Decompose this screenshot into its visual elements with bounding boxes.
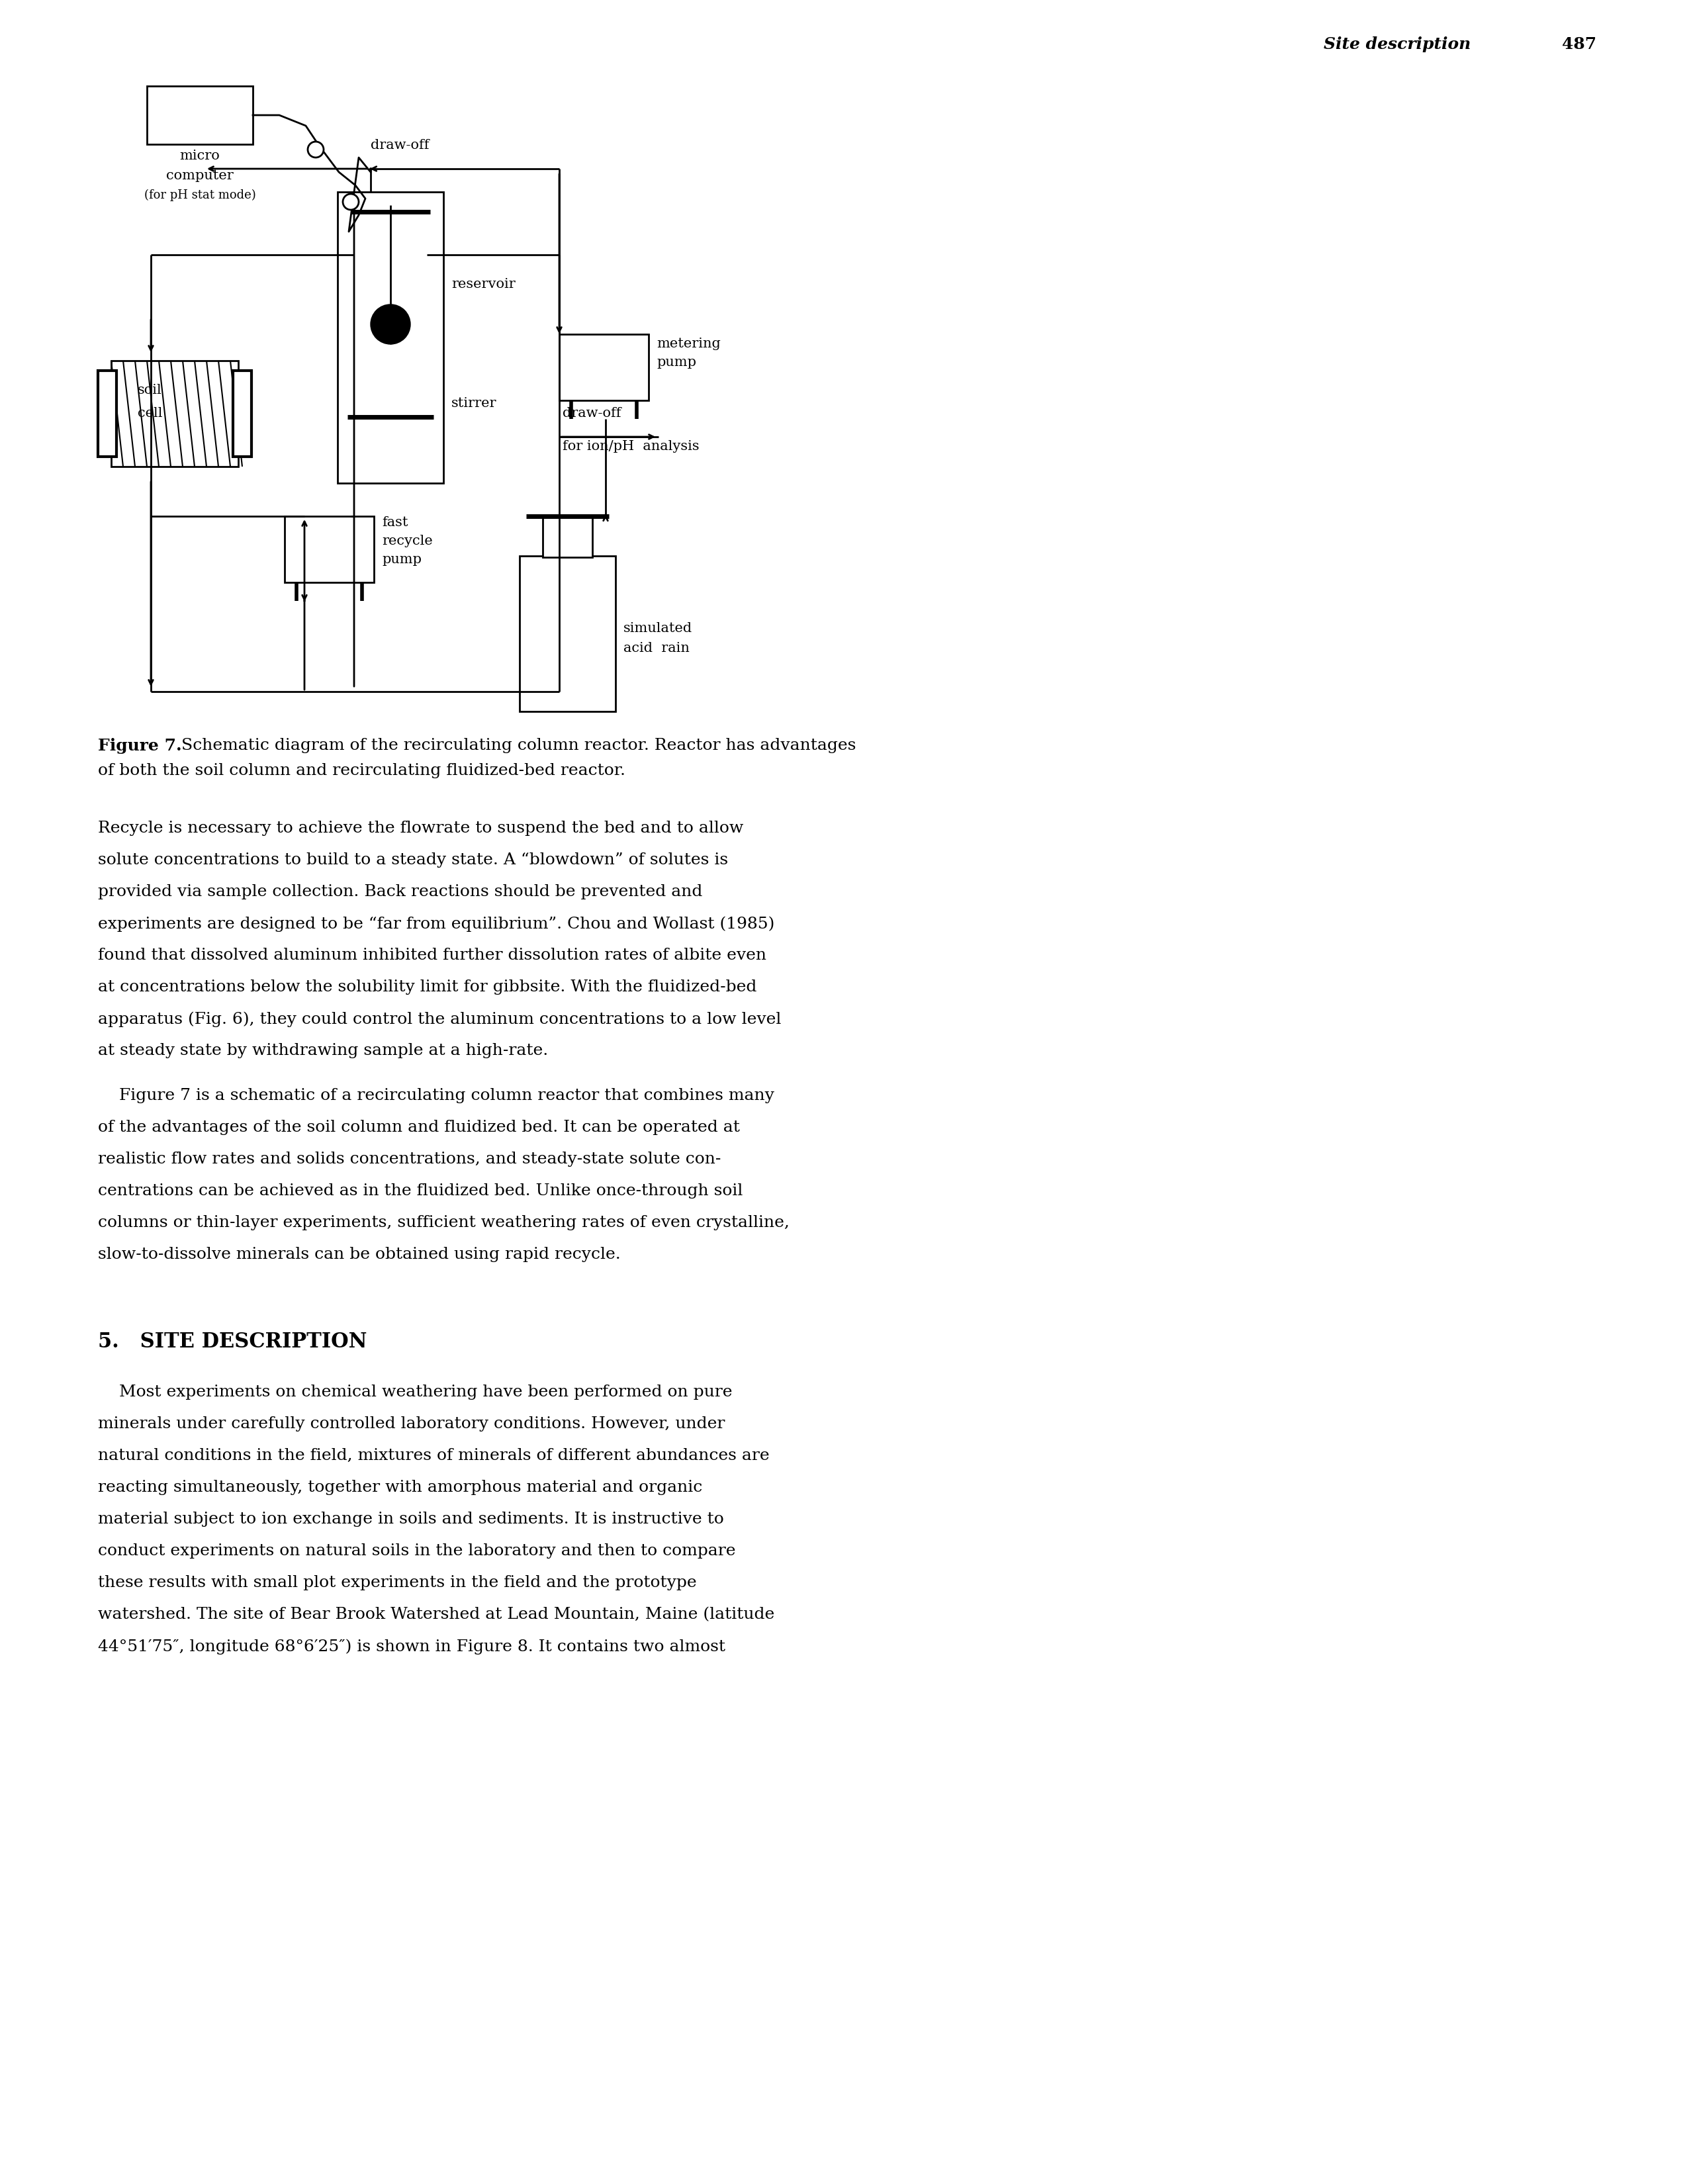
Text: material subject to ion exchange in soils and sediments. It is instructive to: material subject to ion exchange in soil…	[98, 1511, 725, 1527]
Text: Most experiments on chemical weathering have been performed on pure: Most experiments on chemical weathering …	[98, 1385, 733, 1400]
Text: slow-to-dissolve minerals can be obtained using rapid recycle.: slow-to-dissolve minerals can be obtaine…	[98, 1247, 620, 1262]
Circle shape	[307, 142, 324, 157]
Bar	[98, 371, 117, 456]
Text: (for pH stat mode): (for pH stat mode)	[144, 190, 255, 201]
Text: watershed. The site of Bear Brook Watershed at Lead Mountain, Maine (latitude: watershed. The site of Bear Brook Waters…	[98, 1607, 775, 1623]
Text: 5.   SITE DESCRIPTION: 5. SITE DESCRIPTION	[98, 1332, 367, 1352]
Bar	[147, 85, 253, 144]
Text: computer: computer	[166, 170, 233, 181]
Text: minerals under carefully controlled laboratory conditions. However, under: minerals under carefully controlled labo…	[98, 1415, 725, 1431]
Text: 44°51′75″, longitude 68°6′25″) is shown in Figure 8. It contains two almost: 44°51′75″, longitude 68°6′25″) is shown …	[98, 1638, 725, 1653]
Text: acid  rain: acid rain	[623, 642, 689, 655]
Text: these results with small plot experiments in the field and the prototype: these results with small plot experiment…	[98, 1575, 696, 1590]
Text: reacting simultaneously, together with amorphous material and organic: reacting simultaneously, together with a…	[98, 1481, 703, 1496]
Bar	[559, 334, 649, 400]
Text: columns or thin-layer experiments, sufficient weathering rates of even crystalli: columns or thin-layer experiments, suffi…	[98, 1214, 789, 1230]
Bar	[520, 557, 615, 712]
Text: experiments are designed to be “far from equilibrium”. Chou and Wollast (1985): experiments are designed to be “far from…	[98, 915, 775, 933]
Circle shape	[370, 304, 410, 345]
Text: pump: pump	[657, 356, 696, 369]
Text: apparatus (Fig. 6), they could control the aluminum concentrations to a low leve: apparatus (Fig. 6), they could control t…	[98, 1011, 782, 1026]
Circle shape	[343, 194, 358, 210]
Text: conduct experiments on natural soils in the laboratory and then to compare: conduct experiments on natural soils in …	[98, 1544, 736, 1559]
Text: reservoir: reservoir	[451, 277, 515, 290]
Text: centrations can be achieved as in the fluidized bed. Unlike once-through soil: centrations can be achieved as in the fl…	[98, 1184, 743, 1199]
Text: natural conditions in the field, mixtures of minerals of different abundances ar: natural conditions in the field, mixture…	[98, 1448, 770, 1463]
Text: stirrer: stirrer	[451, 397, 497, 411]
Bar	[111, 360, 238, 467]
Bar	[542, 515, 593, 557]
Text: Figure 7 is a schematic of a recirculating column reactor that combines many: Figure 7 is a schematic of a recirculati…	[98, 1088, 774, 1103]
Text: at concentrations below the solubility limit for gibbsite. With the fluidized-be: at concentrations below the solubility l…	[98, 978, 757, 994]
Text: of the advantages of the soil column and fluidized bed. It can be operated at: of the advantages of the soil column and…	[98, 1120, 740, 1136]
Bar	[233, 371, 252, 456]
Text: metering: metering	[657, 339, 721, 349]
Text: at steady state by withdrawing sample at a high-rate.: at steady state by withdrawing sample at…	[98, 1044, 549, 1059]
Text: Recycle is necessary to achieve the flowrate to suspend the bed and to allow: Recycle is necessary to achieve the flow…	[98, 821, 743, 836]
Text: recycle: recycle	[382, 535, 432, 548]
Text: cell: cell	[138, 406, 162, 419]
Text: of both the soil column and recirculating fluidized-bed reactor.: of both the soil column and recirculatin…	[98, 762, 625, 778]
Text: fast: fast	[382, 515, 409, 529]
Text: solute concentrations to build to a steady state. A “blowdown” of solutes is: solute concentrations to build to a stea…	[98, 852, 728, 867]
Text: Schematic diagram of the recirculating column reactor. Reactor has advantages: Schematic diagram of the recirculating c…	[171, 738, 856, 753]
Text: found that dissolved aluminum inhibited further dissolution rates of albite even: found that dissolved aluminum inhibited …	[98, 948, 767, 963]
Text: for ion/pH  analysis: for ion/pH analysis	[562, 441, 699, 452]
Text: draw-off: draw-off	[370, 140, 429, 151]
Text: Figure 7.: Figure 7.	[98, 738, 182, 753]
Text: simulated: simulated	[623, 622, 692, 636]
Text: 487: 487	[1562, 37, 1596, 52]
Text: pump: pump	[382, 553, 422, 566]
Text: draw-off: draw-off	[562, 406, 622, 419]
Bar	[284, 515, 373, 583]
Bar	[338, 192, 444, 483]
Text: realistic flow rates and solids concentrations, and steady-state solute con-: realistic flow rates and solids concentr…	[98, 1151, 721, 1166]
Text: provided via sample collection. Back reactions should be prevented and: provided via sample collection. Back rea…	[98, 885, 703, 900]
Text: Site description: Site description	[1324, 37, 1471, 52]
Text: soil: soil	[138, 384, 162, 397]
Text: micro: micro	[179, 149, 220, 162]
